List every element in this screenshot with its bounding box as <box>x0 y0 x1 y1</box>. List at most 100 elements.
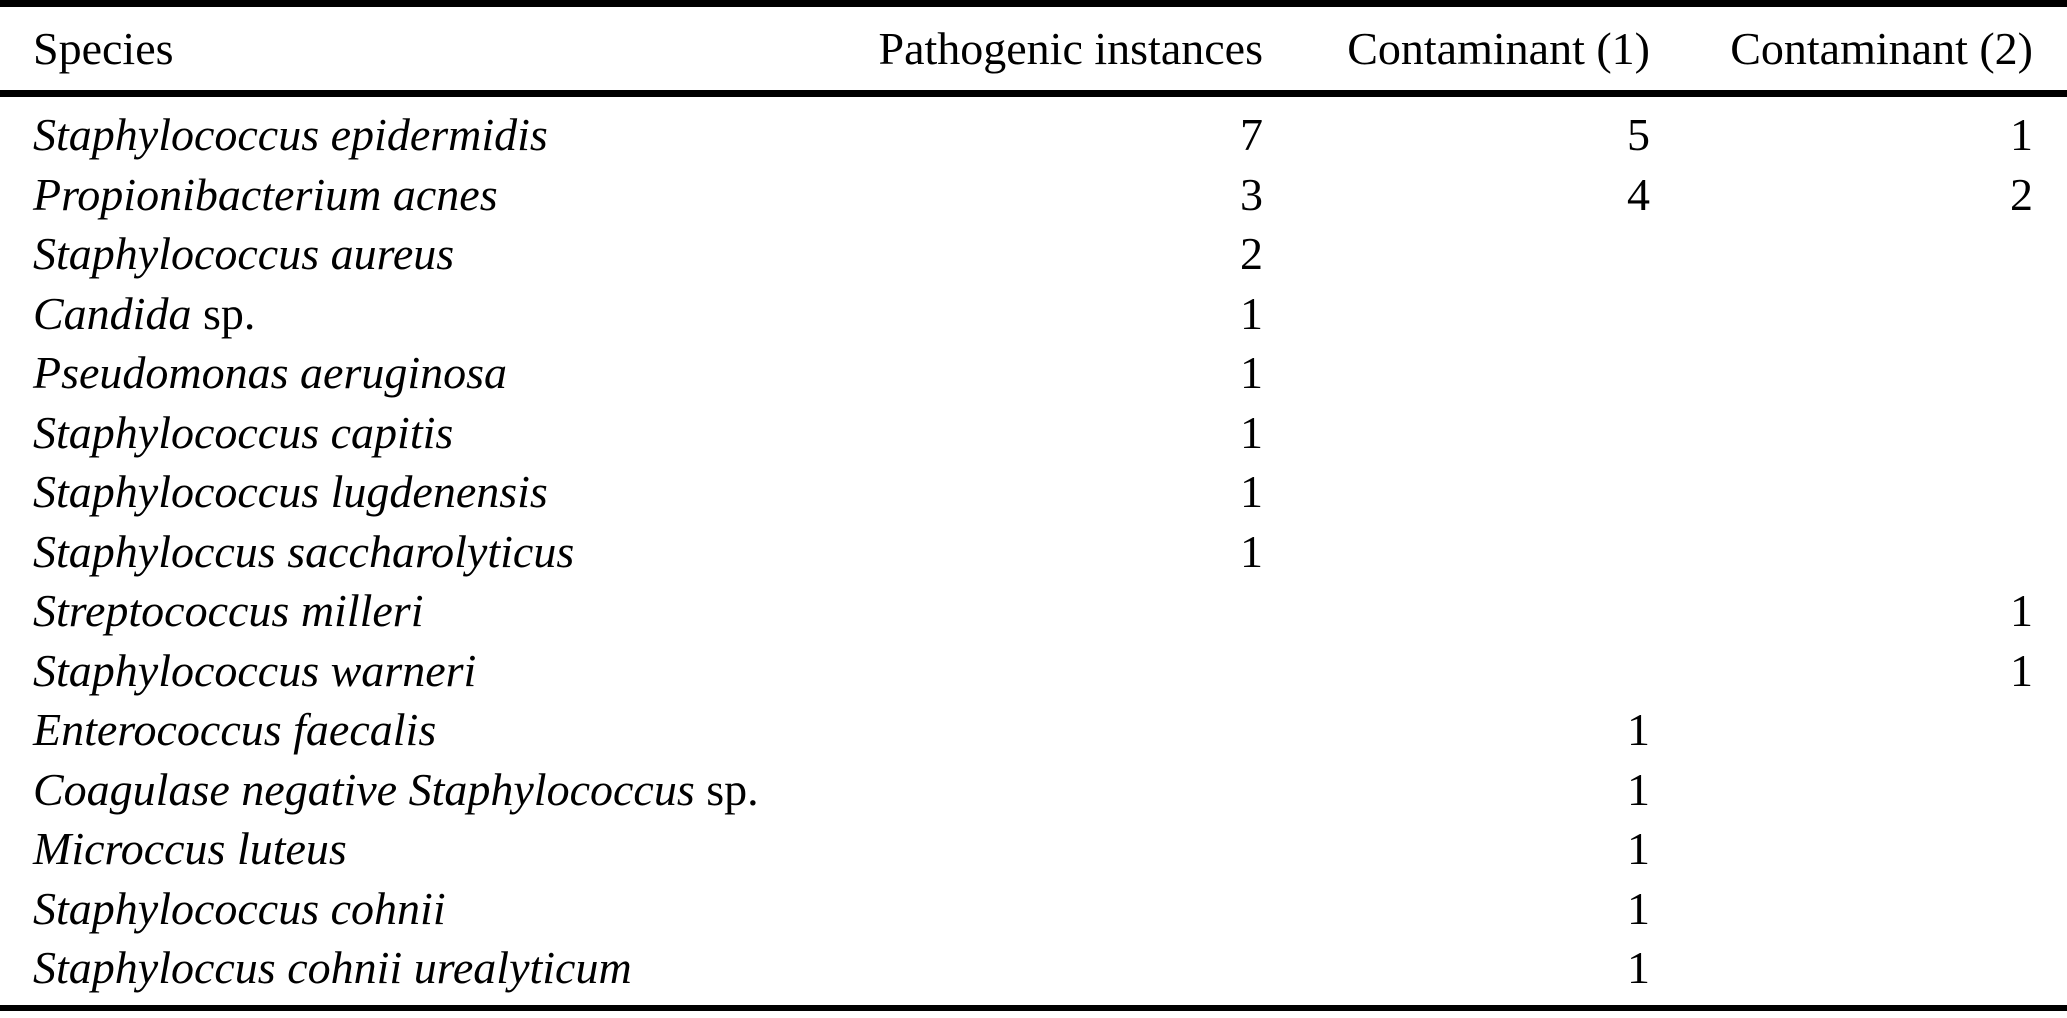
species-name-latin: Staphylococcus cohnii <box>33 882 446 934</box>
species-name: Staphylococcus cohnii <box>0 879 820 939</box>
table-body: Staphylococcus epidermidis 7 5 1 Propion… <box>0 97 2067 1005</box>
species-name: Streptococcus milleri <box>0 581 820 641</box>
species-name: Pseudomonas aeruginosa <box>0 343 820 403</box>
contaminant-2-count <box>1650 343 2033 403</box>
contaminant-2-count <box>1650 462 2033 522</box>
contaminant-1-count <box>1263 462 1650 522</box>
contaminant-1-count: 5 <box>1627 109 1650 160</box>
table-header-rule <box>0 90 2067 97</box>
contaminant-2-count <box>1650 284 2033 344</box>
contaminant-1-count: 1 <box>1627 704 1650 755</box>
contaminant-1-count: 1 <box>1627 882 1650 934</box>
species-name-latin: Staphylococcus aureus <box>33 228 455 279</box>
contaminant-1-count <box>1263 522 1650 582</box>
table-row: Enterococcus faecalis 1 <box>0 700 2067 760</box>
table-row: Staphylococcus cohnii 1 <box>0 879 2067 939</box>
pathogenic-instances-count <box>820 938 1263 998</box>
table-row: Staphylococcus capitis 1 <box>0 403 2067 463</box>
species-name-latin: Propionibacterium acnes <box>33 168 498 220</box>
table-row: Staphylococcus aureus 2 <box>0 224 2067 284</box>
pathogenic-instances-count: 1 <box>1240 287 1263 339</box>
contaminant-2-count: 1 <box>2010 585 2033 636</box>
table-row: Microccus luteus 1 <box>0 819 2067 879</box>
pathogenic-instances-count: 1 <box>1240 525 1263 577</box>
table-row: Staphylococcus epidermidis 7 5 1 <box>0 105 2067 165</box>
species-name-latin: Staphylococcus capitis <box>33 406 454 458</box>
pathogenic-instances-count <box>820 581 1263 641</box>
contaminant-1-count: 4 <box>1627 168 1650 220</box>
species-name-latin: Microccus luteus <box>33 823 347 874</box>
table-row: Staphyloccus saccharolyticus 1 <box>0 522 2067 582</box>
contaminant-2-count <box>1650 879 2033 939</box>
contaminant-2-count <box>1650 522 2033 582</box>
species-name: Staphylococcus lugdenensis <box>0 462 820 522</box>
species-name-latin: Streptococcus milleri <box>33 585 424 636</box>
species-name-latin: Staphylococcus epidermidis <box>33 109 548 160</box>
species-name: Enterococcus faecalis <box>0 700 820 760</box>
pathogenic-instances-count <box>820 700 1263 760</box>
contaminant-2-count: 2 <box>2010 168 2033 220</box>
contaminant-2-count: 1 <box>2010 644 2033 696</box>
column-header-pathogenic-instances: Pathogenic instances <box>878 23 1263 74</box>
pathogenic-instances-count <box>820 819 1263 879</box>
pathogenic-instances-count <box>820 641 1263 701</box>
contaminant-2-count <box>1650 700 2033 760</box>
table-row: Staphyloccus cohnii urealyticum 1 <box>0 938 2067 998</box>
species-name: Staphylococcus aureus <box>0 224 820 284</box>
species-name-latin: Candida <box>33 287 192 339</box>
table-header-row: Species Pathogenic instances Contaminant… <box>0 7 2067 90</box>
contaminant-1-count: 1 <box>1627 942 1650 993</box>
table-top-rule <box>0 0 2067 7</box>
pathogenic-instances-count: 1 <box>1240 466 1263 517</box>
species-name: Staphyloccus saccharolyticus <box>0 522 820 582</box>
pathogenic-instances-count <box>820 879 1263 939</box>
pathogenic-instances-count: 7 <box>1240 109 1263 160</box>
column-header-contaminant-1: Contaminant (1) <box>1347 23 1650 74</box>
table-row: Propionibacterium acnes 3 4 2 <box>0 165 2067 225</box>
table-row: Coagulase negative Staphylococcus sp. 1 <box>0 760 2067 820</box>
table-bottom-rule <box>0 1004 2067 1011</box>
contaminant-1-count <box>1263 641 1650 701</box>
column-header-species: Species <box>33 23 174 74</box>
table-row: Streptococcus milleri 1 <box>0 581 2067 641</box>
contaminant-2-count <box>1650 224 2033 284</box>
table-row: Staphylococcus lugdenensis 1 <box>0 462 2067 522</box>
species-name-latin: Enterococcus faecalis <box>33 704 437 755</box>
species-name-suffix: sp. <box>191 287 256 339</box>
species-name: Microccus luteus <box>0 819 820 879</box>
species-name: Staphyloccus cohnii urealyticum <box>0 938 820 998</box>
species-name-latin: Staphylococcus warneri <box>33 644 477 696</box>
species-name: Propionibacterium acnes <box>0 165 820 225</box>
species-name-latin: Coagulase negative Staphylococcus <box>33 763 695 815</box>
pathogenic-instances-count <box>820 760 1263 820</box>
contaminant-2-count <box>1650 819 2033 879</box>
pathogenic-instances-count: 3 <box>1240 168 1263 220</box>
contaminant-1-count <box>1263 403 1650 463</box>
species-name-latin: Staphylococcus lugdenensis <box>33 466 548 517</box>
species-name-suffix: sp. <box>694 763 759 815</box>
table-row: Pseudomonas aeruginosa 1 <box>0 343 2067 403</box>
contaminant-1-count <box>1263 343 1650 403</box>
table-row: Staphylococcus warneri 1 <box>0 641 2067 701</box>
species-name-latin: Staphyloccus saccharolyticus <box>33 525 575 577</box>
pathogenic-instances-count: 1 <box>1240 406 1263 458</box>
contaminant-1-count <box>1263 284 1650 344</box>
table-row: Candida sp. 1 <box>0 284 2067 344</box>
contaminant-2-count <box>1650 760 2033 820</box>
contaminant-2-count <box>1650 938 2033 998</box>
pathogenic-instances-count: 1 <box>1240 347 1263 398</box>
contaminant-1-count <box>1263 224 1650 284</box>
contaminant-1-count: 1 <box>1627 763 1650 815</box>
species-name-latin: Staphyloccus cohnii urealyticum <box>33 942 632 993</box>
species-name-latin: Pseudomonas aeruginosa <box>33 347 508 398</box>
column-header-contaminant-2: Contaminant (2) <box>1730 23 2033 74</box>
species-name: Staphylococcus warneri <box>0 641 820 701</box>
species-name: Staphylococcus capitis <box>0 403 820 463</box>
species-name: Staphylococcus epidermidis <box>0 105 820 165</box>
species-name: Coagulase negative Staphylococcus sp. <box>0 760 820 820</box>
contaminant-1-count <box>1263 581 1650 641</box>
contaminant-2-count: 1 <box>2010 109 2033 160</box>
contaminant-1-count: 1 <box>1627 823 1650 874</box>
contaminant-2-count <box>1650 403 2033 463</box>
